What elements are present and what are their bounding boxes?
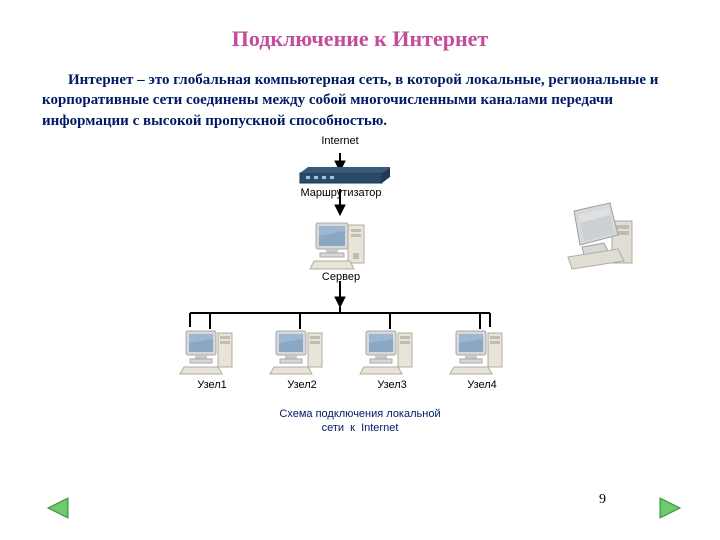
- label-node2: Узел2: [280, 379, 324, 391]
- nav-back-button[interactable]: [44, 496, 70, 520]
- network-diagram: Internet Маршрутизатор Сервер Узел1 Узел…: [0, 131, 720, 461]
- label-node3: Узел3: [370, 379, 414, 391]
- triangle-left-icon: [44, 496, 70, 520]
- label-node4: Узел4: [460, 379, 504, 391]
- label-internet: Internet: [318, 135, 362, 147]
- diagram-caption: Схема подключения локальной сети к Inter…: [270, 407, 450, 436]
- label-router: Маршрутизатор: [296, 187, 386, 199]
- definition-paragraph: Интернет – это глобальная компьютерная с…: [0, 52, 720, 131]
- page-title: Подключение к Интернет: [0, 0, 720, 52]
- definition-rest: – это глобальная компьютерная сеть, в ко…: [42, 72, 658, 129]
- lead-term: Интернет: [68, 72, 133, 88]
- label-node1: Узел1: [190, 379, 234, 391]
- nav-forward-button[interactable]: [658, 496, 684, 520]
- triangle-right-icon: [658, 496, 684, 520]
- page-number: 9: [599, 492, 606, 508]
- label-server: Сервер: [318, 271, 364, 283]
